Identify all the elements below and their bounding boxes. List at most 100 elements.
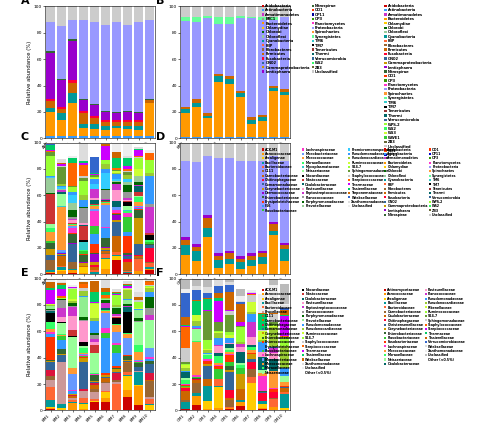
Bar [68, 163, 77, 186]
Y-axis label: Relative abundance (%): Relative abundance (%) [27, 313, 32, 376]
Bar [181, 317, 190, 325]
Bar [145, 267, 154, 269]
Bar [123, 363, 132, 372]
Bar [203, 118, 212, 137]
Bar [236, 263, 245, 269]
Bar [57, 323, 66, 334]
Bar [134, 156, 143, 157]
Bar [236, 279, 245, 289]
Bar [145, 373, 154, 381]
Bar [236, 143, 245, 161]
Bar [214, 369, 223, 379]
Bar [258, 401, 267, 404]
Bar [192, 328, 201, 329]
Bar [112, 305, 121, 307]
Bar [90, 226, 99, 234]
Bar [79, 282, 88, 284]
Bar [192, 326, 201, 328]
Bar [192, 405, 201, 410]
Bar [46, 337, 55, 360]
Bar [247, 120, 256, 124]
Bar [258, 161, 267, 251]
Bar [101, 169, 110, 173]
Bar [258, 253, 267, 257]
Bar [90, 234, 99, 244]
Bar [258, 143, 267, 161]
Bar [90, 265, 99, 267]
Bar [90, 206, 99, 209]
Bar [236, 389, 245, 400]
Bar [225, 355, 234, 362]
Bar [225, 354, 234, 355]
Bar [101, 280, 110, 288]
Bar [134, 363, 143, 367]
Bar [192, 300, 201, 301]
Bar [181, 348, 190, 362]
Bar [145, 279, 154, 280]
Bar [68, 243, 77, 244]
Bar [101, 378, 110, 382]
Bar [90, 189, 99, 198]
Bar [247, 256, 256, 260]
Bar [280, 386, 289, 387]
Bar [269, 314, 278, 322]
Bar [112, 380, 121, 382]
Bar [181, 380, 190, 384]
Bar [203, 143, 212, 156]
Bar [192, 397, 201, 405]
Bar [280, 388, 289, 392]
Bar [236, 347, 245, 352]
Bar [57, 404, 66, 408]
Bar [214, 338, 223, 345]
Bar [258, 279, 267, 294]
Bar [112, 307, 121, 308]
Bar [247, 6, 256, 17]
Bar [181, 391, 190, 400]
Bar [79, 346, 88, 348]
Bar [145, 381, 154, 397]
Bar [258, 408, 267, 409]
Y-axis label: Relative abundance (%): Relative abundance (%) [27, 41, 32, 104]
Bar [269, 359, 278, 371]
Bar [280, 95, 289, 137]
Bar [46, 380, 55, 387]
Bar [79, 226, 88, 240]
Bar [134, 146, 143, 147]
Bar [192, 286, 201, 290]
Bar [134, 309, 143, 310]
Bar [79, 136, 88, 138]
Bar [112, 324, 121, 325]
Legend: ACK-M1, Aerococcaceae, Arcaligenae, Bacillaceae, Bacteroidaceae, C111, Carnobact: ACK-M1, Aerococcaceae, Arcaligenae, Baci… [262, 148, 396, 213]
Bar [57, 109, 66, 113]
Bar [112, 184, 121, 190]
Bar [57, 6, 66, 26]
Bar [247, 17, 256, 18]
Bar [134, 202, 143, 206]
Bar [145, 19, 154, 98]
Bar [112, 128, 121, 136]
Bar [236, 296, 245, 301]
Bar [181, 371, 190, 372]
Bar [214, 346, 223, 353]
Bar [203, 298, 212, 299]
Bar [192, 301, 201, 314]
Text: C: C [21, 132, 29, 142]
Bar [90, 205, 99, 206]
Bar [90, 382, 99, 384]
Bar [57, 266, 66, 267]
Bar [269, 398, 278, 399]
Bar [57, 285, 66, 289]
Bar [192, 377, 201, 378]
Bar [90, 174, 99, 175]
Bar [79, 100, 88, 111]
Bar [203, 156, 212, 215]
Bar [79, 354, 88, 355]
Bar [79, 250, 88, 251]
Bar [134, 372, 143, 385]
Bar [269, 399, 278, 407]
Bar [46, 112, 55, 136]
Bar [123, 377, 132, 390]
Bar [145, 280, 154, 281]
Bar [57, 354, 66, 355]
Bar [57, 194, 66, 206]
